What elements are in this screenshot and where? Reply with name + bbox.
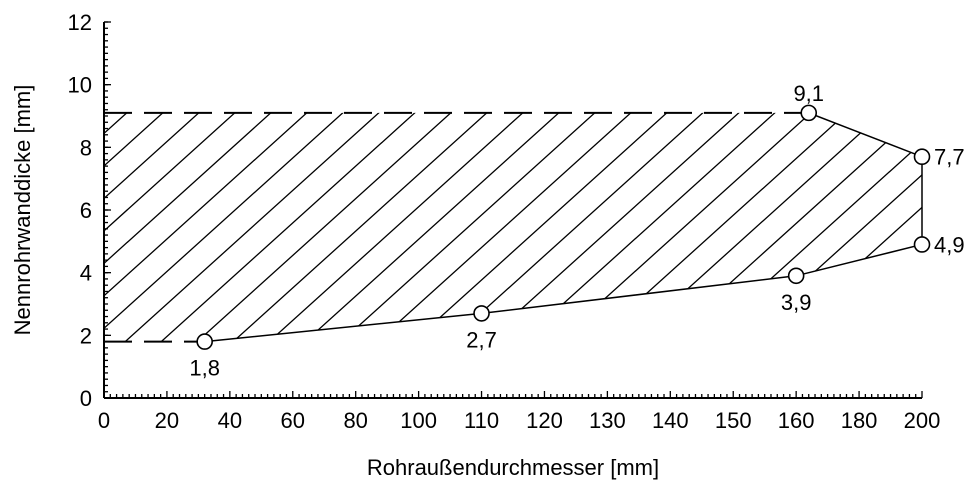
hatch-line [104, 112, 341, 342]
data-label: 3,9 [781, 290, 812, 315]
hatch-line [271, 112, 593, 342]
axes [103, 22, 922, 399]
y-tick-label: 10 [68, 73, 92, 98]
hatch-line [559, 112, 881, 342]
region-boundary [204, 112, 923, 343]
x-axis-title: Rohraußendurchmesser [mm] [367, 455, 659, 480]
hatch-line [811, 112, 922, 342]
data-label: 7,7 [934, 145, 965, 170]
hatch-line [595, 112, 917, 342]
hatch-line [775, 112, 922, 342]
hatch-line [883, 112, 922, 342]
x-tick-label: 200 [904, 408, 941, 433]
hatch-line [487, 112, 809, 342]
y-axis-title: Nennrohrwanddicke [mm] [10, 85, 35, 336]
x-tick-label: 80 [343, 408, 367, 433]
hatch-line [127, 112, 449, 342]
x-tick-label: 180 [841, 408, 878, 433]
y-tick-label: 12 [68, 10, 92, 35]
hatch-line [343, 112, 665, 342]
x-tick-label: 60 [281, 408, 305, 433]
y-axis-ticks: 0 2 4 6 8 10 12 [68, 10, 111, 411]
x-tick-label: 0 [98, 408, 110, 433]
hatch-line [523, 112, 845, 342]
x-tick-label: 120 [526, 408, 563, 433]
x-tick-label: 150 [715, 408, 752, 433]
data-markers [196, 104, 931, 350]
hatch-line [739, 112, 922, 342]
x-tick-label: 110 [464, 408, 499, 433]
hatch-line [451, 112, 773, 342]
hatch-line [104, 112, 197, 342]
hatch-line [847, 112, 922, 342]
hatch-line [235, 112, 557, 342]
y-tick-label: 0 [80, 386, 92, 411]
hatch-line [631, 112, 922, 342]
data-point [913, 148, 931, 166]
x-tick-label: 100 [400, 408, 437, 433]
data-labels: 1,8 2,7 3,9 4,9 7,7 9,1 [189, 81, 964, 381]
y-tick-label: 6 [80, 198, 92, 223]
data-label: 2,7 [466, 327, 497, 352]
hatch-line [104, 112, 233, 342]
x-tick-label: 40 [218, 408, 242, 433]
region-outline [104, 111, 923, 343]
data-point [196, 333, 213, 350]
y-tick-label: 8 [80, 135, 92, 160]
x-tick-label: 130 [589, 408, 626, 433]
data-point [913, 236, 931, 253]
data-label: 4,9 [934, 232, 965, 257]
hatch-line [163, 112, 485, 342]
x-tick-label: 140 [652, 408, 689, 433]
hatch-line [199, 112, 521, 342]
data-label: 9,1 [793, 81, 824, 106]
data-point [787, 267, 805, 285]
data-point [473, 305, 490, 322]
y-tick-label: 4 [80, 261, 92, 286]
hatch-line [703, 112, 922, 342]
x-axis-ticks: 0 20 40 60 80 100 110 120 130 140 150 160 180 200 [98, 391, 940, 433]
hatch-line [919, 112, 922, 342]
hatch-line [307, 112, 629, 342]
hatch-line [104, 112, 305, 342]
hatch-line [667, 112, 922, 342]
x-tick-label: 160 [778, 408, 815, 433]
hatch-line [104, 112, 377, 342]
hatch-line [379, 112, 701, 342]
hatch-line [104, 112, 413, 342]
y-tick-label: 2 [80, 323, 92, 348]
hatch-line [104, 112, 269, 342]
data-point [800, 104, 818, 122]
data-label: 1,8 [189, 356, 220, 381]
x-tick-label: 20 [155, 408, 179, 433]
hatch-line [104, 112, 161, 342]
hatch-line [956, 83, 974, 372]
hatch-line [415, 112, 737, 342]
